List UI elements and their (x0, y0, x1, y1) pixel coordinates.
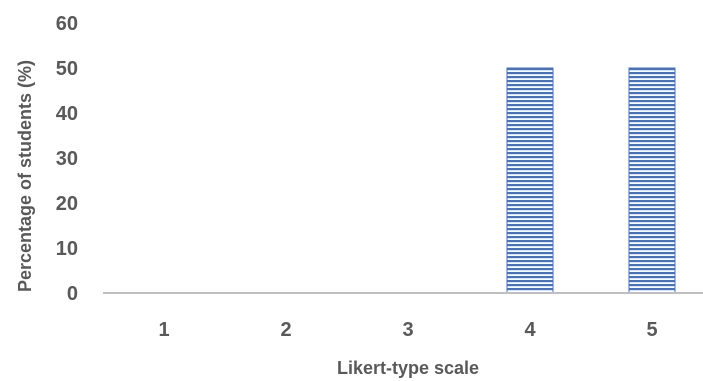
x-tick-label: 2 (280, 319, 291, 341)
bar-4 (506, 67, 554, 294)
y-tick-label: 20 (56, 193, 78, 215)
y-tick-label: 0 (67, 283, 78, 305)
x-axis-title: Likert-type scale (337, 358, 479, 378)
y-axis-title: Percentage of students (%) (15, 60, 35, 292)
bars (506, 67, 676, 294)
y-tick-label: 30 (56, 148, 78, 170)
x-tick-label: 4 (524, 319, 536, 341)
bar-5 (628, 67, 676, 294)
x-tick-label: 1 (158, 319, 169, 341)
y-tick-label: 10 (56, 238, 78, 260)
x-axis-ticks: 1 2 3 4 5 (158, 319, 657, 341)
x-tick-label: 3 (402, 319, 413, 341)
y-axis-ticks: 0 10 20 30 40 50 60 (56, 13, 78, 305)
y-tick-label: 40 (56, 103, 78, 125)
y-tick-label: 60 (56, 13, 78, 35)
y-tick-label: 50 (56, 58, 78, 80)
x-tick-label: 5 (646, 319, 657, 341)
